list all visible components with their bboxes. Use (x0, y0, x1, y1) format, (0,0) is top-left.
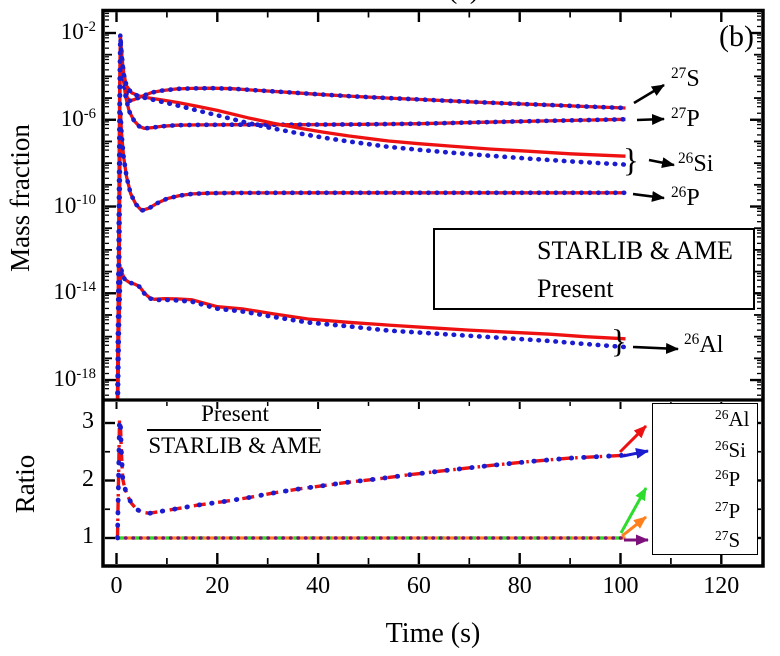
curve-26Al-starlib (115, 265, 628, 399)
bottom-y-tick-label-1: 1 (82, 523, 94, 549)
isotope-label-p26: 26P (671, 183, 700, 211)
y-tick-exponent: -18 (76, 365, 96, 382)
bottom-legend-label-al26: 26Al (715, 406, 750, 431)
curve-27P-present (115, 38, 626, 399)
isotope-mass-number: 26 (715, 466, 729, 482)
top-y-tick-label-10e-18: 10-18 (53, 365, 96, 392)
panel-label: (b) (719, 20, 754, 53)
curve-27S-present (115, 33, 626, 399)
x-tick-label-100: 100 (602, 573, 639, 599)
bottom-legend-label-p26: 26P (715, 466, 741, 491)
ratio-arrow-si26 (622, 447, 649, 459)
curve-26Si-starlib (115, 36, 628, 399)
x-tick-label-60: 60 (406, 573, 431, 599)
isotope-mass-number: 27 (671, 104, 687, 122)
isotope-mass-number: 26 (671, 183, 687, 201)
annotation-arrow-p26 (632, 191, 665, 202)
isotope-mass-number: 26 (684, 330, 700, 348)
x-tick-label-120: 120 (703, 573, 740, 599)
top-y-tick-label-10e-14: 10-14 (53, 279, 96, 305)
bottom-legend-box (652, 403, 758, 555)
bottom-legend-label-si26: 26Si (715, 437, 746, 462)
top-legend-box (433, 228, 755, 310)
ratio-fraction-numerator: Present (201, 401, 269, 426)
brace-si26: } (623, 143, 639, 179)
annotation-arrow-p27 (636, 113, 665, 125)
annotation-arrow-s27 (633, 83, 665, 105)
ratio-arrow-p26 (619, 487, 648, 534)
bottom-y-axis-title: Ratio (10, 454, 40, 514)
x-tick-label-20: 20 (205, 573, 230, 599)
isotope-mass-number: 27 (715, 498, 729, 514)
top-legend-label-present: Present (537, 274, 614, 303)
y-tick-exponent: -10 (76, 192, 96, 209)
ratio-fraction-bar (147, 429, 321, 432)
ratio-arrow-p27 (621, 515, 647, 538)
isotope-label-si26: 26Si (678, 149, 714, 177)
x-tick-label-0: 0 (110, 573, 123, 599)
curve-ratio-26Si (115, 417, 628, 541)
annotation-arrow-si26 (648, 157, 675, 169)
curves-mass-fraction-vs-time (115, 32, 628, 399)
cropped-label-remnant: (a) (440, 0, 500, 4)
brace-al26: } (611, 324, 627, 360)
bottom-y-tick-label-3: 3 (82, 408, 94, 434)
bottom-legend-label-p27: 27P (715, 498, 741, 523)
top-y-tick-label-10e-6: 10-6 (60, 105, 96, 131)
cropped-label-text: (a) (448, 0, 479, 4)
curve-27S-starlib (115, 32, 628, 399)
x-axis-title: Time (s) (385, 618, 481, 649)
isotope-label-al26: 26Al (684, 330, 724, 358)
annotation-arrow-al26 (632, 342, 679, 354)
x-tick-label-40: 40 (306, 573, 331, 599)
isotope-mass-number: 27 (715, 527, 729, 543)
ratio-fraction-denominator: STARLIB & AME (148, 433, 322, 458)
top-y-tick-label-10e-2: 10-2 (60, 18, 96, 44)
isotope-label-p27: 27P (671, 104, 700, 132)
curve-27P-starlib (115, 38, 628, 399)
isotope-label-s27: 27S (671, 64, 700, 92)
y-tick-exponent: -2 (83, 18, 96, 35)
isotope-mass-number: 26 (678, 149, 694, 167)
curves-ratio-vs-time (115, 417, 628, 541)
y-tick-exponent: -14 (76, 279, 96, 296)
y-tick-exponent: -6 (83, 105, 96, 122)
isotope-mass-number: 26 (715, 437, 729, 453)
x-tick-label-80: 80 (507, 573, 532, 599)
isotope-mass-number: 26 (715, 406, 729, 422)
plot-frame (101, 8, 765, 568)
top-y-tick-label-10e-10: 10-10 (53, 192, 96, 218)
bottom-legend-label-s27: 27S (715, 527, 741, 552)
bottom-y-tick-label-2: 2 (82, 465, 94, 492)
ratio-arrow-al26 (618, 424, 648, 454)
isotope-mass-number: 27 (671, 64, 687, 82)
curve-26Si-present (115, 36, 626, 399)
top-legend-label-starlib: STARLIB & AME (537, 236, 733, 265)
